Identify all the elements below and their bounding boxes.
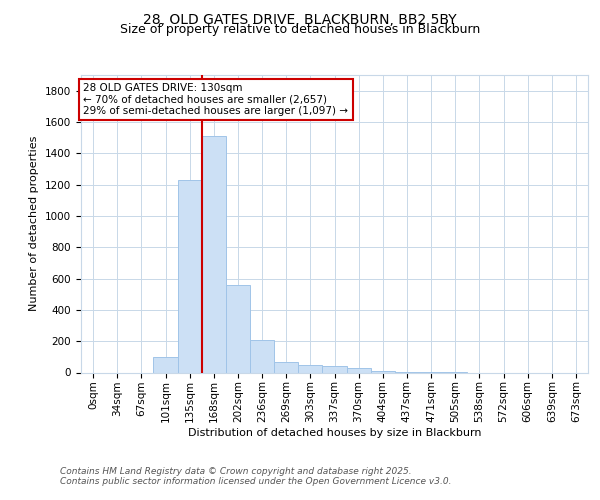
Text: Contains HM Land Registry data © Crown copyright and database right 2025.: Contains HM Land Registry data © Crown c… [60, 467, 412, 476]
Bar [298, 364, 322, 372]
Bar [322, 366, 347, 372]
Text: 28, OLD GATES DRIVE, BLACKBURN, BB2 5BY: 28, OLD GATES DRIVE, BLACKBURN, BB2 5BY [143, 12, 457, 26]
Bar [274, 362, 298, 372]
Bar [226, 285, 250, 372]
Text: Size of property relative to detached houses in Blackburn: Size of property relative to detached ho… [120, 22, 480, 36]
Bar [154, 357, 178, 372]
Bar [371, 371, 395, 372]
Y-axis label: Number of detached properties: Number of detached properties [29, 136, 40, 312]
Text: Contains public sector information licensed under the Open Government Licence v3: Contains public sector information licen… [60, 477, 452, 486]
Bar [178, 180, 202, 372]
Text: 28 OLD GATES DRIVE: 130sqm
← 70% of detached houses are smaller (2,657)
29% of s: 28 OLD GATES DRIVE: 130sqm ← 70% of deta… [83, 83, 349, 116]
Bar [347, 368, 371, 372]
Bar [250, 340, 274, 372]
X-axis label: Distribution of detached houses by size in Blackburn: Distribution of detached houses by size … [188, 428, 481, 438]
Bar [202, 136, 226, 372]
